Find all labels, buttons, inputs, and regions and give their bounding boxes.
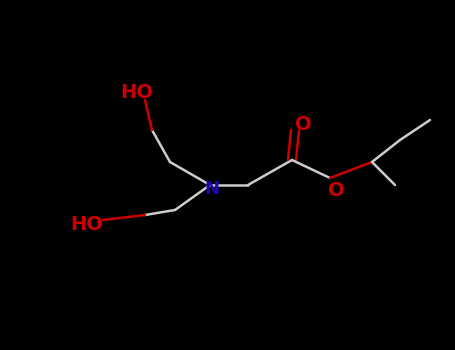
Text: O: O <box>295 116 311 134</box>
Text: HO: HO <box>121 83 153 102</box>
Text: O: O <box>328 181 344 199</box>
Text: N: N <box>204 180 219 198</box>
Text: HO: HO <box>71 216 103 234</box>
